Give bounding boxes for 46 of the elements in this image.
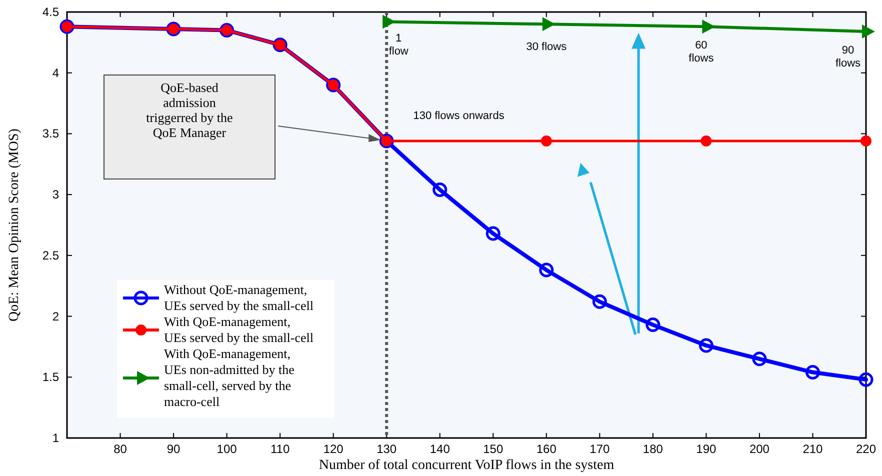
x-tick-label: 120	[323, 442, 344, 456]
y-tick-label: 4	[52, 66, 60, 80]
x-tick-label: 220	[856, 442, 876, 456]
y-tick-label: 2.5	[42, 248, 60, 262]
x-tick-label: 190	[696, 442, 717, 456]
x-tick-label: 150	[483, 442, 504, 456]
x-tick-label: 100	[216, 442, 238, 456]
x-axis-title: Number of total concurrent VoIP flows in the system	[318, 458, 614, 473]
annotation: 90 flows	[835, 44, 862, 70]
x-tick-label: 180	[642, 442, 664, 456]
y-tick-label: 3.5	[42, 126, 60, 141]
x-tick-label: 140	[430, 442, 450, 456]
y-tick-label: 2	[52, 309, 60, 324]
annotation: 30 flows	[526, 41, 568, 54]
y-axis-title: QoE: Mean Opinion Score (MOS)	[7, 128, 22, 322]
y-tick-label: 3	[52, 188, 60, 202]
point	[540, 136, 552, 147]
x-tick-label: 210	[802, 442, 824, 456]
legend-label: With QoE-management, UEs non-admitted by the small-cell, served by the macro-cell	[164, 346, 295, 409]
point	[432, 182, 448, 197]
annotation: 130 flows onwards	[413, 110, 505, 122]
x-tick-label: 90	[166, 442, 181, 456]
x-tick-label: 170	[590, 442, 610, 456]
point	[805, 365, 820, 380]
x-tick-label: 110	[270, 442, 290, 456]
point	[752, 352, 767, 366]
annotation: 1 flow	[388, 32, 408, 58]
x-tick-label: 80	[114, 442, 128, 456]
point	[646, 318, 660, 332]
x-tick-label: 130	[376, 442, 397, 456]
annotation: 60 flows	[688, 40, 714, 65]
y-tick-label: 1.5	[42, 370, 60, 384]
point	[858, 372, 874, 387]
x-tick-label: 200	[749, 442, 770, 456]
annotation: QoE-based admission triggerred by the QoE Manager	[146, 80, 234, 140]
point	[700, 136, 712, 147]
x-tick-label: 160	[536, 442, 557, 456]
point	[592, 294, 607, 309]
point	[860, 136, 872, 147]
point	[698, 338, 714, 353]
y-tick-label: 4.5	[42, 5, 60, 19]
point	[539, 262, 554, 278]
point	[486, 226, 500, 241]
legend-label: With QoE-management, UEs served by the small-cell	[164, 314, 314, 345]
y-tick-label: 1	[52, 431, 60, 445]
legend-label: Without QoE-management, UEs served by the small-cell	[164, 282, 314, 313]
